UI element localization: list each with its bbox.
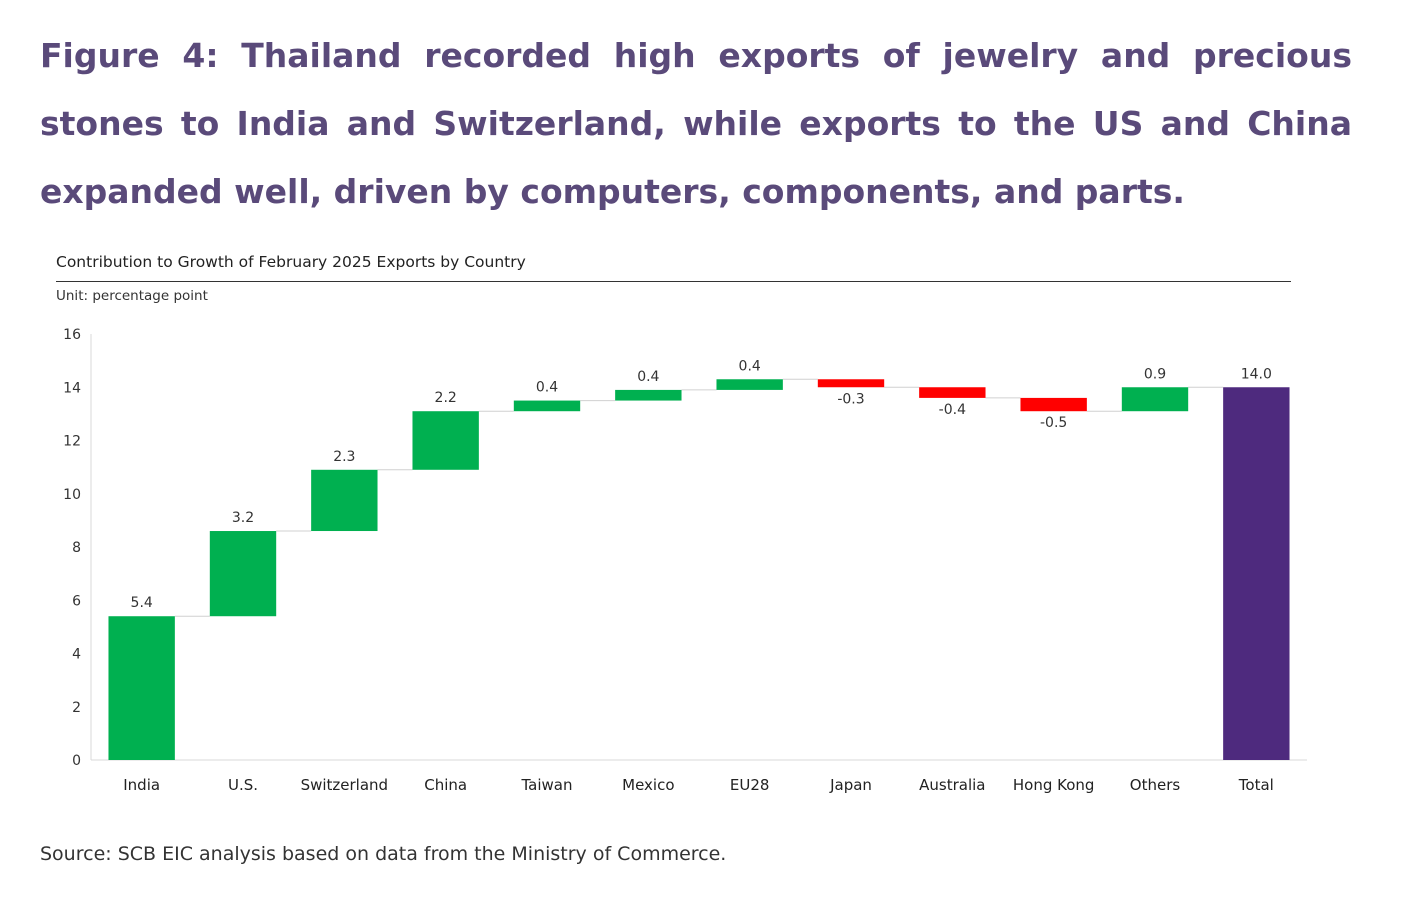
y-tick-label: 0 <box>72 753 81 769</box>
y-tick-label: 10 <box>63 487 81 503</box>
data-label: 0.4 <box>637 369 659 385</box>
bar-switzerland <box>311 469 378 532</box>
bar-mexico <box>615 389 682 401</box>
x-tick-label: Switzerland <box>301 776 389 794</box>
bar-total <box>1223 387 1290 760</box>
x-tick-label: India <box>123 776 160 794</box>
source-note: Source: SCB EIC analysis based on data f… <box>40 843 727 865</box>
data-label: -0.5 <box>1040 415 1067 431</box>
x-tick-label: Taiwan <box>520 776 572 794</box>
bar-australia <box>919 387 986 398</box>
y-tick-label: 2 <box>72 700 81 716</box>
x-tick-label: Mexico <box>622 776 674 794</box>
x-tick-label: EU28 <box>730 776 770 794</box>
data-label: 5.4 <box>131 595 153 611</box>
bar-hong-kong <box>1020 397 1087 412</box>
bar-u-s- <box>209 531 277 617</box>
y-tick-label: 14 <box>63 380 81 396</box>
y-tick-label: 16 <box>63 327 81 343</box>
y-tick-label: 6 <box>72 593 81 609</box>
x-tick-label: China <box>424 776 467 794</box>
data-label: 0.4 <box>536 380 558 396</box>
data-label: 3.2 <box>232 510 254 526</box>
bar-others <box>1121 387 1189 412</box>
bar-china <box>412 411 479 470</box>
bar-india <box>108 616 175 760</box>
chart-labels: 5.4 India 3.2 U.S. 2.3 Switzerland 2.2 China 0.4… <box>123 358 1274 794</box>
x-tick-label: Japan <box>829 776 872 794</box>
data-label: 2.2 <box>435 390 457 406</box>
chart-connectors <box>174 378 1224 617</box>
data-label: 0.4 <box>739 358 761 374</box>
y-tick-label: 8 <box>72 540 81 556</box>
data-label: 0.9 <box>1144 366 1166 382</box>
chart-bars <box>108 379 1290 760</box>
chart-title-rule <box>56 281 1291 282</box>
data-label: 14.0 <box>1241 366 1272 382</box>
y-tick-label: 12 <box>63 434 81 450</box>
x-tick-label: U.S. <box>228 776 258 794</box>
y-tick-label: 4 <box>72 647 81 663</box>
x-tick-label: Hong Kong <box>1013 776 1095 794</box>
figure-title: Figure 4: Thailand recorded high exports… <box>40 36 1352 211</box>
x-tick-label: Total <box>1238 776 1274 794</box>
chart-title: Contribution to Growth of February 2025 … <box>56 253 526 271</box>
bar-japan <box>817 379 885 388</box>
x-tick-label: Australia <box>919 776 985 794</box>
chart-unit-label: Unit: percentage point <box>56 288 208 304</box>
x-tick-label: Others <box>1130 776 1181 794</box>
chart-axes: 0 2 4 6 8 10 12 14 16 <box>63 327 1307 769</box>
data-label: -0.3 <box>837 391 864 407</box>
data-label: 2.3 <box>333 449 355 465</box>
bar-eu28 <box>716 379 783 390</box>
data-label: -0.4 <box>939 402 966 418</box>
bar-taiwan <box>513 400 581 412</box>
